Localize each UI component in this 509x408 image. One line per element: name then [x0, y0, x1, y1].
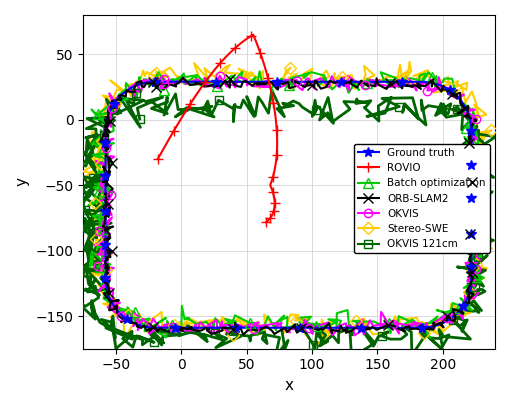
X-axis label: x: x [284, 378, 293, 393]
Legend: Ground truth, ROVIO, Batch optimization, ORB-SLAM2, OKVIS, Stereo-SWE, OKVIS 121: Ground truth, ROVIO, Batch optimization,… [353, 144, 489, 253]
Y-axis label: y: y [15, 177, 30, 186]
